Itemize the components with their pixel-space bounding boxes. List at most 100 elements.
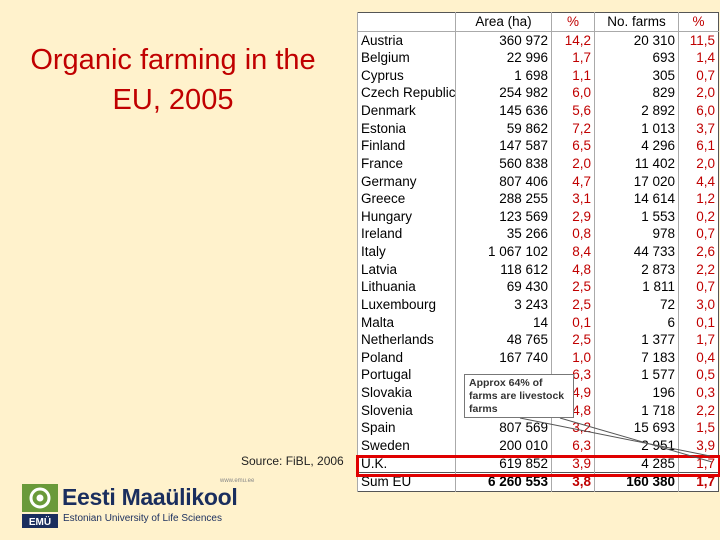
table-row: Hungary 123 569 2,9 1 553 0,2 <box>357 207 719 226</box>
cell-farms: 4 296 <box>594 137 679 155</box>
cell-farms: 2 892 <box>594 102 679 120</box>
cell-farms-percent: 11,5 <box>678 31 719 50</box>
table-row: Germany 807 406 4,7 17 020 4,4 <box>357 172 719 191</box>
cell-country: Lithuania <box>357 278 456 296</box>
cell-area: 147 587 <box>455 137 552 155</box>
cell-area: 807 569 <box>455 419 552 437</box>
cell-area: 360 972 <box>455 31 552 50</box>
header-country <box>357 12 456 32</box>
cell-area-percent: 5,6 <box>551 102 595 120</box>
header-area: Area (ha) <box>455 12 552 32</box>
logo-url: www.emu.ee <box>220 478 255 484</box>
table-body: Austria 360 972 14,2 20 310 11,5 Belgium 22 99… <box>357 31 719 492</box>
cell-country: Sum EU <box>357 472 456 492</box>
cell-farms: 1 013 <box>594 119 679 138</box>
organic-farming-table: Area (ha) % No. farms % Austria 360 972 14… <box>357 12 719 492</box>
logo-mark-text: EMÜ <box>29 515 51 528</box>
table-row: Denmark 145 636 5,6 2 892 6,0 <box>357 102 719 120</box>
cell-country: U.K. <box>357 454 456 473</box>
cell-area: 48 765 <box>455 331 552 349</box>
table-row: Sweden 200 010 6,3 2 951 3,9 <box>357 436 719 455</box>
cell-area: 22 996 <box>455 49 552 67</box>
cell-area-percent: 3,8 <box>551 472 595 492</box>
cell-area-percent: 2,5 <box>551 278 595 296</box>
cell-area: 288 255 <box>455 190 552 208</box>
cell-farms-percent: 0,2 <box>678 207 719 226</box>
cell-farms-percent: 2,0 <box>678 84 719 103</box>
cell-country: Slovakia <box>357 384 456 402</box>
cell-farms-percent: 1,4 <box>678 49 719 67</box>
logo-subtitle: Estonian University of Life Sciences <box>63 513 222 524</box>
cell-farms: 1 553 <box>594 207 679 226</box>
source-note: Source: FiBL, 2006 <box>241 454 344 468</box>
table-row: Finland 147 587 6,5 4 296 6,1 <box>357 137 719 155</box>
cell-area: 619 852 <box>455 454 552 473</box>
cell-area: 6 260 553 <box>455 472 552 492</box>
cell-country: Italy <box>357 243 456 261</box>
cell-area: 14 <box>455 313 552 332</box>
cell-farms-percent: 1,2 <box>678 190 719 208</box>
slide-title: Organic farming in the EU, 2005 <box>30 44 316 116</box>
cell-area: 145 636 <box>455 102 552 120</box>
table-row: Malta 14 0,1 6 0,1 <box>357 313 719 332</box>
cell-country: Austria <box>357 31 456 50</box>
cell-area-percent: 7,2 <box>551 119 595 138</box>
cell-farms: 196 <box>594 384 679 402</box>
table-row: Spain 807 569 3,2 15 693 1,5 <box>357 419 719 437</box>
cell-farms-percent: 1,7 <box>678 472 719 492</box>
cell-farms: 2 873 <box>594 260 679 279</box>
cell-country: Cyprus <box>357 66 456 85</box>
cell-farms: 1 718 <box>594 401 679 420</box>
cell-country: Greece <box>357 190 456 208</box>
table-header-row: Area (ha) % No. farms % <box>357 12 719 32</box>
cell-farms: 72 <box>594 295 679 314</box>
table-row: France 560 838 2,0 11 402 2,0 <box>357 154 719 173</box>
cell-area-percent: 3,1 <box>551 190 595 208</box>
cell-country: Spain <box>357 419 456 437</box>
emu-logo-icon: EMÜ <box>22 484 58 528</box>
cell-area: 123 569 <box>455 207 552 226</box>
cell-country: Malta <box>357 313 456 332</box>
cell-farms-percent: 2,2 <box>678 260 719 279</box>
cell-area-percent: 1,1 <box>551 66 595 85</box>
livestock-callout: Approx 64% of farms are livestock farms <box>464 374 574 418</box>
cell-farms: 11 402 <box>594 154 679 173</box>
cell-farms-percent: 0,5 <box>678 366 719 385</box>
table-row: Belgium 22 996 1,7 693 1,4 <box>357 49 719 67</box>
table-row: Lithuania 69 430 2,5 1 811 0,7 <box>357 278 719 296</box>
table-total-row: Sum EU 6 260 553 3,8 160 380 1,7 <box>357 472 719 492</box>
cell-area: 59 862 <box>455 119 552 138</box>
cell-farms-percent: 3,0 <box>678 295 719 314</box>
table-row: Italy 1 067 102 8,4 44 733 2,6 <box>357 243 719 261</box>
cell-farms-percent: 1,5 <box>678 419 719 437</box>
cell-area-percent: 6,5 <box>551 137 595 155</box>
cell-area: 69 430 <box>455 278 552 296</box>
cell-area: 1 067 102 <box>455 243 552 261</box>
cell-area-percent: 4,7 <box>551 172 595 191</box>
cell-country: Poland <box>357 348 456 367</box>
cell-country: Estonia <box>357 119 456 138</box>
cell-farms: 1 577 <box>594 366 679 385</box>
cell-country: Hungary <box>357 207 456 226</box>
cell-farms: 305 <box>594 66 679 85</box>
cell-farms-percent: 0,7 <box>678 66 719 85</box>
cell-area-percent: 14,2 <box>551 31 595 50</box>
cell-farms: 15 693 <box>594 419 679 437</box>
table-row: Poland 167 740 1,0 7 183 0,4 <box>357 348 719 367</box>
cell-country: France <box>357 154 456 173</box>
header-farms: No. farms <box>594 12 679 32</box>
cell-country: Belgium <box>357 49 456 67</box>
cell-country: Ireland <box>357 225 456 244</box>
cell-country: Denmark <box>357 102 456 120</box>
cell-area-percent: 1,0 <box>551 348 595 367</box>
cell-area-percent: 1,7 <box>551 49 595 67</box>
logo-name: Eesti Maaülikool <box>62 484 238 510</box>
cell-farms-percent: 0,7 <box>678 278 719 296</box>
table-row: Czech Republic 254 982 6,0 829 2,0 <box>357 84 719 103</box>
cell-area-percent: 2,5 <box>551 331 595 349</box>
cell-farms-percent: 3,9 <box>678 436 719 455</box>
cell-area-percent: 3,9 <box>551 454 595 473</box>
table-row: Austria 360 972 14,2 20 310 11,5 <box>357 31 719 50</box>
cell-farms: 44 733 <box>594 243 679 261</box>
table-row: Greece 288 255 3,1 14 614 1,2 <box>357 190 719 208</box>
